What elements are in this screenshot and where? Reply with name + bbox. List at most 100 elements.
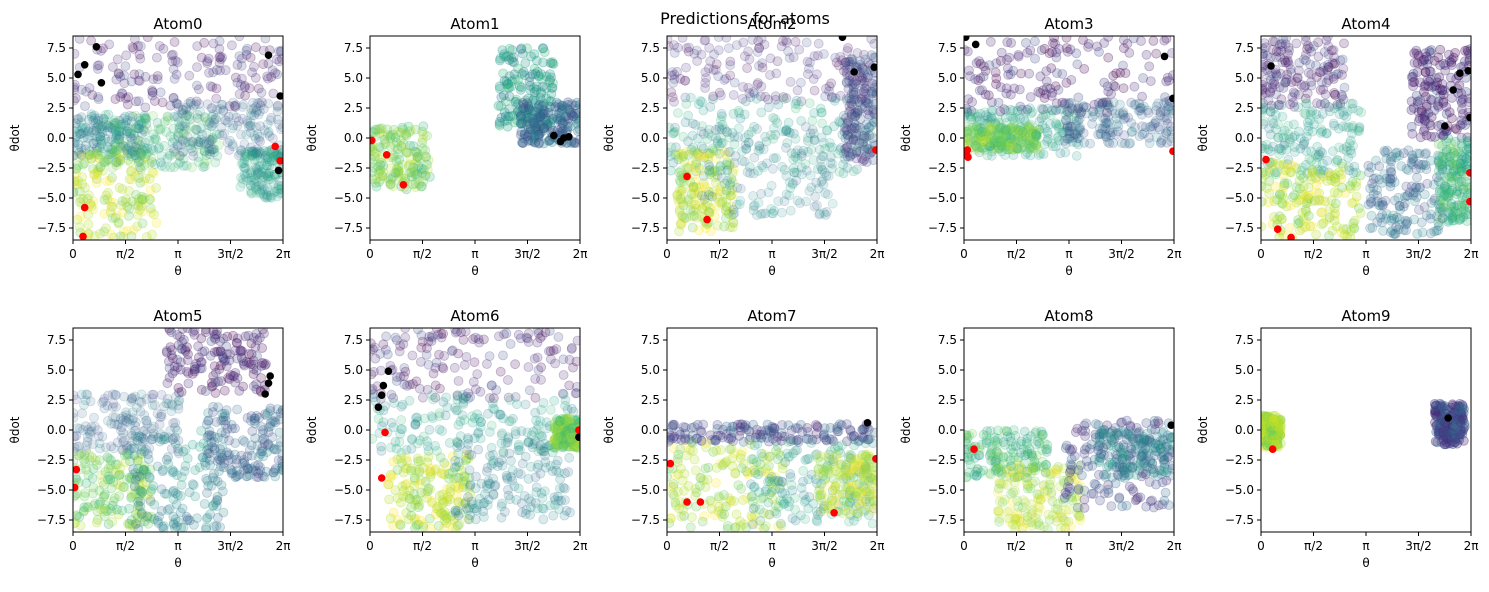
prediction-point [531, 126, 542, 137]
prediction-point [1337, 54, 1348, 65]
prediction-point [199, 139, 210, 150]
prediction-point [272, 102, 283, 112]
prediction-point [190, 99, 201, 109]
prediction-point [182, 110, 193, 120]
y-tick-label: −7.5 [37, 221, 66, 235]
prediction-point [414, 178, 425, 189]
end-point [92, 43, 101, 51]
prediction-point [417, 181, 427, 192]
prediction-point [75, 193, 86, 204]
prediction-point [1129, 81, 1140, 92]
prediction-point [681, 213, 691, 223]
prediction-point [80, 182, 90, 193]
prediction-point [380, 137, 391, 148]
prediction-point [859, 77, 870, 87]
prediction-point [420, 170, 430, 181]
prediction-point [121, 50, 132, 61]
prediction-point [173, 382, 184, 393]
prediction-point [249, 61, 259, 72]
prediction-point [124, 142, 134, 153]
prediction-point [111, 130, 122, 141]
end-point [556, 137, 565, 146]
prediction-point [84, 149, 95, 160]
prediction-point [73, 126, 80, 136]
prediction-point [100, 466, 111, 477]
prediction-point [156, 160, 167, 171]
prediction-point [520, 129, 530, 140]
prediction-point [99, 194, 110, 205]
prediction-point [676, 219, 686, 230]
prediction-point [756, 91, 766, 102]
prediction-point [374, 166, 385, 177]
prediction-point [140, 71, 151, 82]
prediction-point [704, 161, 715, 172]
prediction-point [73, 114, 84, 124]
prediction-point [992, 121, 1002, 132]
prediction-point [530, 123, 540, 134]
prediction-point [118, 207, 128, 218]
prediction-point [276, 188, 283, 198]
prediction-point [114, 115, 125, 126]
prediction-point [680, 117, 691, 128]
prediction-point [694, 182, 705, 193]
prediction-point [1355, 170, 1366, 181]
prediction-point [370, 353, 381, 364]
x-axis-label: θ [1362, 264, 1369, 278]
prediction-point [796, 96, 807, 107]
prediction-point [713, 36, 724, 42]
prediction-point [253, 83, 264, 94]
prediction-point [272, 106, 283, 117]
prediction-point [969, 127, 980, 138]
prediction-point [740, 51, 750, 62]
prediction-point [859, 133, 869, 144]
prediction-point [494, 83, 505, 94]
prediction-point [262, 71, 273, 82]
end-point [264, 379, 273, 388]
prediction-point [1006, 139, 1016, 150]
prediction-point [690, 119, 701, 130]
prediction-point [125, 132, 136, 143]
prediction-point [260, 159, 271, 170]
prediction-point [677, 184, 688, 195]
prediction-point [556, 100, 567, 111]
prediction-point [126, 151, 137, 162]
prediction-point [178, 334, 189, 345]
prediction-point [260, 150, 271, 161]
prediction-point [128, 130, 139, 140]
prediction-point [996, 47, 1007, 58]
prediction-point [173, 516, 183, 527]
prediction-point [120, 141, 130, 152]
prediction-point [667, 41, 674, 51]
prediction-point [156, 505, 167, 516]
prediction-point [226, 40, 237, 51]
prediction-point [523, 114, 533, 124]
prediction-point [737, 146, 747, 157]
prediction-point [418, 129, 429, 140]
prediction-point [124, 185, 134, 196]
prediction-point [260, 150, 271, 161]
prediction-point [251, 147, 262, 158]
prediction-point [667, 151, 676, 161]
prediction-point [1339, 38, 1349, 49]
prediction-point [418, 176, 429, 187]
prediction-point [173, 127, 184, 138]
prediction-point [268, 151, 279, 162]
prediction-point [178, 128, 189, 139]
prediction-point [827, 92, 837, 103]
prediction-point [383, 130, 393, 141]
prediction-point [515, 84, 526, 95]
prediction-point [544, 102, 555, 112]
prediction-point [110, 146, 121, 157]
prediction-point [203, 120, 214, 130]
subplot-atom1: 0 π/2 π 3π/2 2π−7.5−5.0−2.50.02.55.07.5Atom1… [305, 15, 587, 278]
prediction-point [98, 143, 108, 154]
prediction-point [561, 111, 571, 122]
prediction-point [691, 166, 701, 177]
prediction-point [667, 142, 677, 152]
prediction-point [565, 108, 576, 118]
prediction-point [428, 368, 439, 379]
prediction-point [842, 125, 853, 136]
prediction-point [377, 171, 388, 182]
end-point [1267, 62, 1275, 70]
prediction-point [530, 95, 541, 106]
